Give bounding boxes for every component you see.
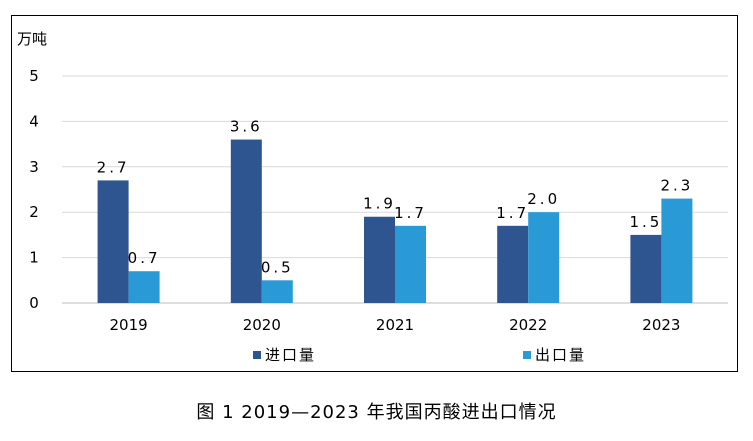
legend-item: 出口量 xyxy=(523,346,586,364)
data-label: 1.9 xyxy=(363,195,396,213)
x-tick-label: 2021 xyxy=(376,316,414,334)
y-tick-label: 5 xyxy=(29,67,39,85)
bar-import-2019 xyxy=(97,180,129,303)
data-label: 2.0 xyxy=(527,190,560,208)
data-label: 0.7 xyxy=(128,249,161,267)
legend-item: 进口量 xyxy=(253,346,316,364)
x-tick-label: 2019 xyxy=(110,316,148,334)
legend-label: 出口量 xyxy=(535,346,586,364)
data-label: 2.7 xyxy=(97,158,130,176)
data-label: 1.7 xyxy=(496,204,529,222)
bar-export-2019 xyxy=(128,271,160,303)
legend-swatch xyxy=(253,351,261,359)
bar-export-2021 xyxy=(395,225,426,303)
x-tick-label: 2022 xyxy=(509,316,547,334)
bar-import-2022 xyxy=(497,225,529,303)
y-tick-label: 1 xyxy=(29,249,39,267)
y-axis-title: 万吨 xyxy=(17,30,47,48)
y-tick-label: 0 xyxy=(29,294,39,312)
y-tick-label: 4 xyxy=(29,112,39,130)
bar-import-2021 xyxy=(364,216,395,303)
bar-export-2022 xyxy=(528,212,560,303)
data-label: 1.5 xyxy=(629,213,662,231)
y-tick-label: 2 xyxy=(29,203,39,221)
x-tick-label: 2020 xyxy=(243,316,281,334)
data-label: 3.6 xyxy=(230,118,263,136)
legend-swatch xyxy=(523,351,531,359)
data-label: 0.5 xyxy=(261,258,294,276)
x-tick-label: 2023 xyxy=(642,316,680,334)
bar-export-2023 xyxy=(661,198,693,303)
bar-export-2020 xyxy=(261,280,293,303)
bar-import-2023 xyxy=(630,234,662,303)
legend-label: 进口量 xyxy=(265,346,316,364)
figure-caption: 图 1 2019—2023 年我国丙酸进出口情况 xyxy=(196,402,557,423)
y-tick-label: 3 xyxy=(29,158,39,176)
data-label: 1.7 xyxy=(394,204,427,222)
data-label: 2.3 xyxy=(660,177,693,195)
bar-import-2020 xyxy=(230,139,262,303)
